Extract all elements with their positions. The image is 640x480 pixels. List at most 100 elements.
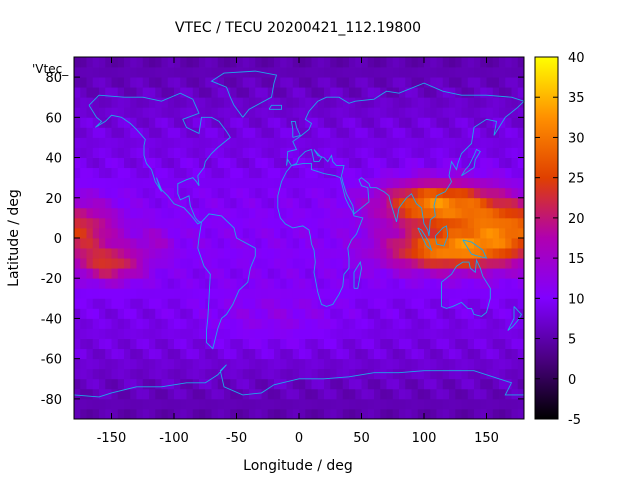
heatmap-cell xyxy=(111,87,119,98)
heatmap-cell xyxy=(380,278,387,289)
heatmap-cell xyxy=(299,368,306,380)
heatmap-cell xyxy=(180,177,187,189)
heatmap-cell xyxy=(424,408,431,420)
heatmap-cell xyxy=(480,268,487,279)
heatmap-cell xyxy=(305,57,312,68)
heatmap-cell xyxy=(205,348,212,360)
heatmap-cell xyxy=(311,187,319,199)
heatmap-cell xyxy=(486,57,494,68)
heatmap-cell xyxy=(255,258,262,269)
heatmap-cell xyxy=(324,87,331,98)
heatmap-cell xyxy=(511,258,519,269)
heatmap-cell xyxy=(286,258,294,269)
heatmap-cell xyxy=(336,328,344,339)
heatmap-cell xyxy=(124,117,131,128)
heatmap-cell xyxy=(155,127,162,138)
heatmap-cell xyxy=(286,388,294,400)
heatmap-cell xyxy=(136,328,144,339)
heatmap-cell xyxy=(349,328,356,339)
heatmap-cell xyxy=(292,97,300,108)
heatmap-cell xyxy=(180,87,187,98)
heatmap-cell xyxy=(380,388,387,400)
heatmap-cell xyxy=(74,147,81,158)
heatmap-cell xyxy=(80,207,87,219)
heatmap-cell xyxy=(474,248,481,259)
heatmap-cell xyxy=(355,388,362,400)
heatmap-cell xyxy=(124,368,131,380)
heatmap-cell xyxy=(405,117,412,128)
heatmap-cell xyxy=(236,298,244,309)
heatmap-cell xyxy=(380,177,387,189)
heatmap-cell xyxy=(374,187,381,199)
heatmap-cell xyxy=(255,87,262,98)
heatmap-cell xyxy=(317,308,325,319)
heatmap-cell xyxy=(442,87,450,98)
heatmap-cell xyxy=(111,388,119,400)
heatmap-cell xyxy=(474,167,481,179)
heatmap-cell xyxy=(286,127,294,138)
heatmap-cell xyxy=(417,107,425,118)
heatmap-cell xyxy=(480,258,487,269)
heatmap-cell xyxy=(280,318,287,329)
heatmap-cell xyxy=(242,187,250,199)
heatmap-cell xyxy=(255,298,262,309)
heatmap-cell xyxy=(92,187,100,199)
heatmap-cell xyxy=(105,137,112,148)
heatmap-cell xyxy=(117,167,125,179)
heatmap-cell xyxy=(105,318,112,329)
heatmap-cell xyxy=(517,358,525,370)
heatmap-cell xyxy=(374,248,381,259)
heatmap-cell xyxy=(492,308,500,319)
heatmap-cell xyxy=(374,77,381,88)
heatmap-cell xyxy=(324,147,331,158)
heatmap-cell xyxy=(430,258,437,269)
heatmap-cell xyxy=(367,147,375,158)
heatmap-cell xyxy=(280,97,287,108)
heatmap-cell xyxy=(124,248,131,259)
heatmap-cell xyxy=(317,127,325,138)
heatmap-cell xyxy=(467,398,475,410)
heatmap-cell xyxy=(367,217,375,229)
heatmap-cell xyxy=(311,87,319,98)
heatmap-cell xyxy=(361,248,369,259)
heatmap-cell xyxy=(336,77,344,88)
heatmap-cell xyxy=(336,207,344,219)
heatmap-cell xyxy=(80,338,87,350)
heatmap-cell xyxy=(261,227,269,239)
heatmap-cell xyxy=(499,77,506,88)
heatmap-cell xyxy=(430,408,437,420)
heatmap-cell xyxy=(217,117,225,128)
heatmap-cell xyxy=(199,408,206,420)
heatmap-cell xyxy=(336,318,344,329)
coastline-eurasia xyxy=(286,82,525,237)
heatmap-cell xyxy=(136,147,144,158)
heatmap-cell xyxy=(242,227,250,239)
heatmap-cell xyxy=(286,97,294,108)
heatmap-cell xyxy=(292,348,300,360)
heatmap-cell xyxy=(211,358,219,370)
heatmap-cell xyxy=(455,288,462,299)
heatmap-cell xyxy=(392,408,400,420)
heatmap-cell xyxy=(280,197,287,209)
heatmap-cell xyxy=(461,288,469,299)
heatmap-cell xyxy=(149,137,156,148)
heatmap-cell xyxy=(436,328,444,339)
heatmap-cell xyxy=(92,268,100,279)
heatmap-cell xyxy=(224,107,231,118)
heatmap-cell xyxy=(274,187,281,199)
heatmap-cell xyxy=(286,238,294,249)
heatmap-cell xyxy=(236,288,244,299)
heatmap-cell xyxy=(99,248,106,259)
heatmap-cell xyxy=(155,288,162,299)
heatmap-cell xyxy=(461,298,469,309)
heatmap-cell xyxy=(230,117,237,128)
heatmap-cell xyxy=(167,77,175,88)
heatmap-cell xyxy=(155,67,162,78)
heatmap-cell xyxy=(380,117,387,128)
heatmap-cell xyxy=(280,408,287,420)
heatmap-cell xyxy=(355,378,362,390)
heatmap-cell xyxy=(111,328,119,339)
heatmap-cell xyxy=(374,227,381,239)
heatmap-cell xyxy=(399,248,406,259)
heatmap-cell xyxy=(442,117,450,128)
